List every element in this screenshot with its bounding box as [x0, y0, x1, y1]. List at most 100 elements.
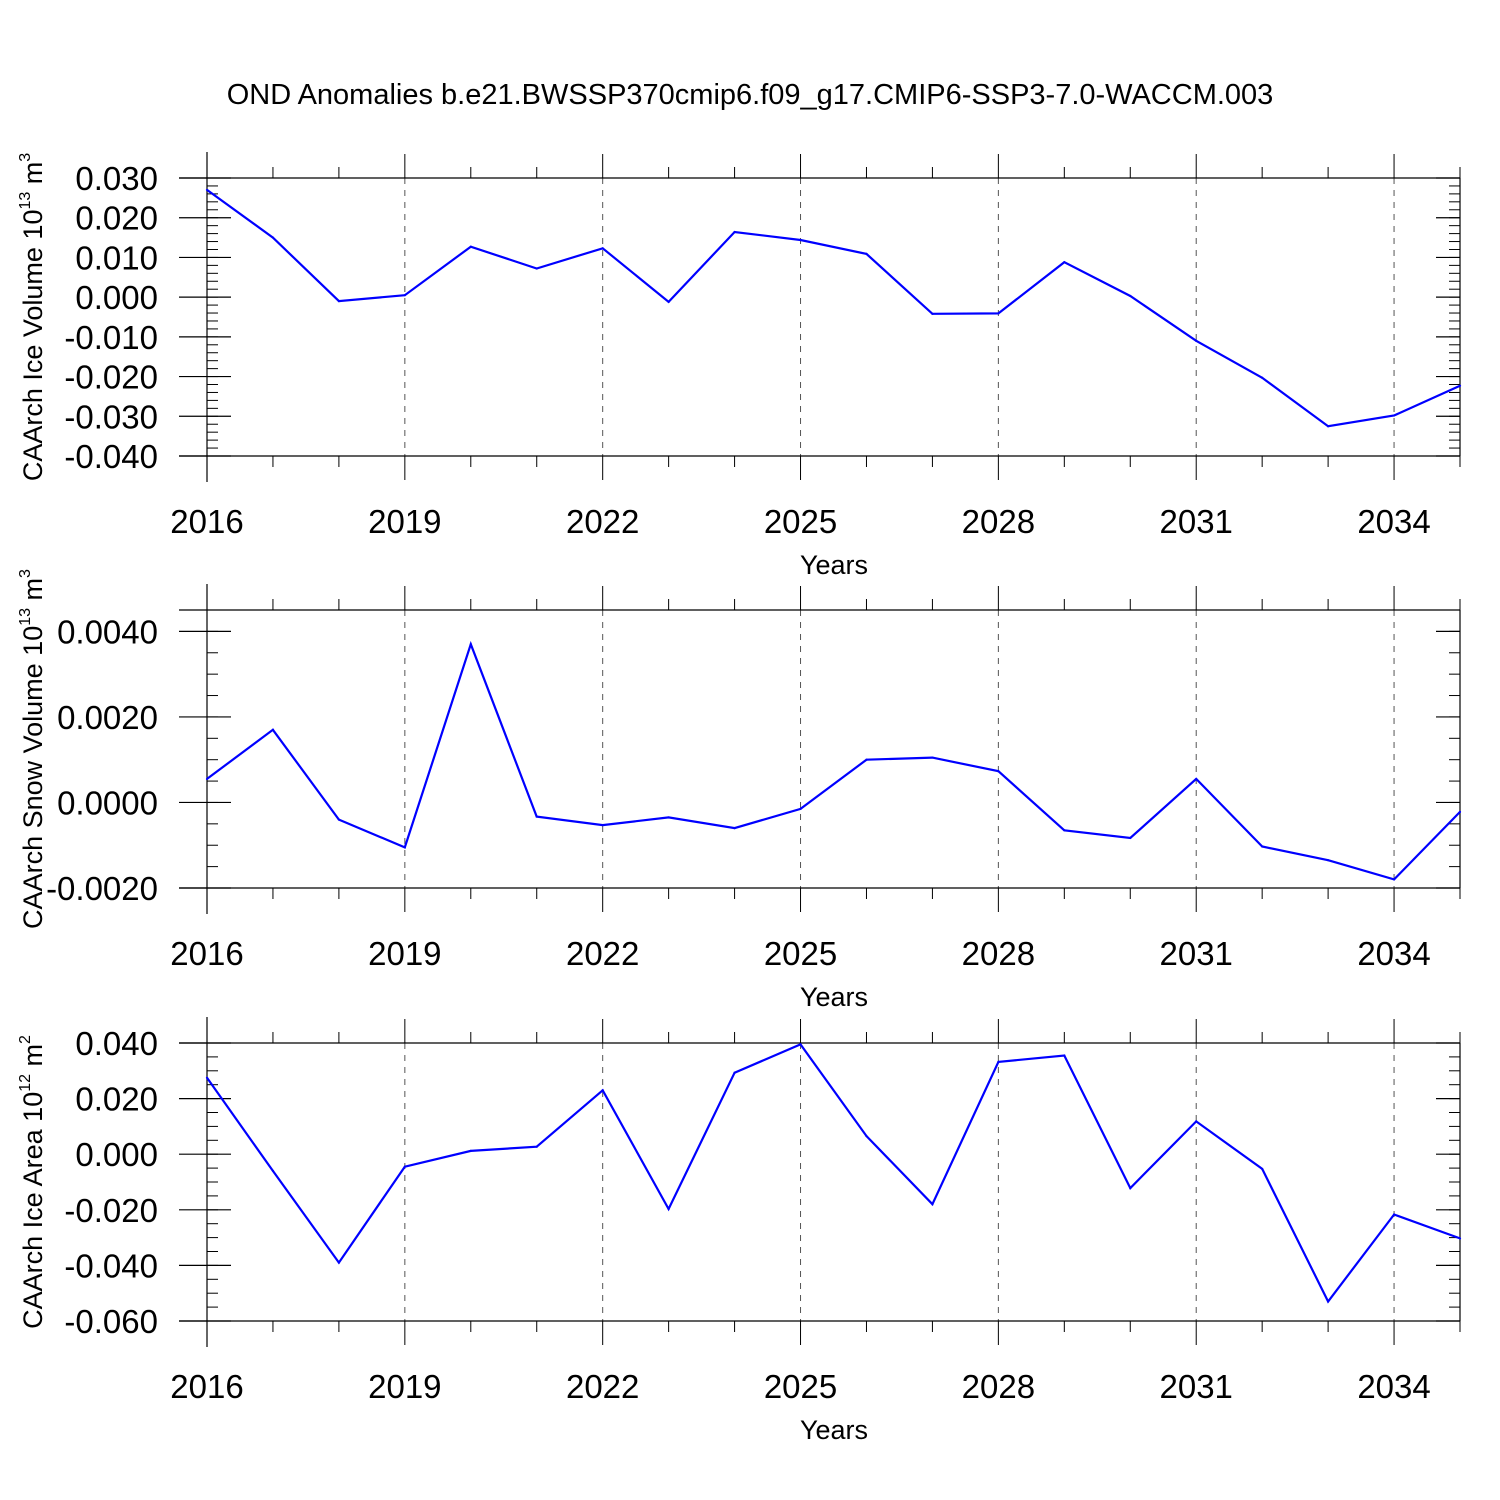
x-axis-label: Years: [800, 550, 868, 580]
x-tick-label: 2019: [368, 503, 441, 540]
x-axis-label: Years: [800, 982, 868, 1012]
data-point: [337, 818, 340, 821]
x-tick-label: 2028: [962, 1368, 1035, 1405]
x-tick-label: 2025: [764, 503, 837, 540]
y-axis-label: CAArch Ice Volume 1013 m3: [17, 153, 48, 481]
data-point: [1129, 294, 1132, 298]
data-point: [403, 294, 406, 297]
series-line: [206, 189, 1461, 428]
data-point: [535, 1145, 538, 1148]
data-point: [205, 1076, 209, 1079]
data-point: [667, 1207, 670, 1211]
data-point: [865, 1135, 868, 1138]
x-tick-label: 2025: [764, 1368, 837, 1405]
x-tick-label: 2022: [566, 1368, 639, 1405]
data-point: [271, 1169, 275, 1172]
data-point: [1458, 1237, 1462, 1240]
data-point: [1063, 829, 1066, 832]
x-tick-label: 2016: [170, 503, 243, 540]
x-tick-label: 2016: [170, 935, 243, 972]
x-tick-label: 2028: [962, 935, 1035, 972]
data-point: [1063, 261, 1066, 264]
data-point: [337, 300, 340, 303]
y-tick-label: -0.030: [64, 398, 158, 435]
data-point: [205, 188, 209, 192]
y-tick-label: -0.010: [64, 319, 158, 356]
data-point: [733, 1071, 736, 1074]
x-tick-label: 2022: [566, 935, 639, 972]
x-tick-label: 2034: [1357, 503, 1430, 540]
y-tick-label: -0.040: [64, 438, 158, 475]
data-point: [271, 236, 275, 239]
data-point: [1195, 777, 1198, 781]
y-tick-label: -0.040: [64, 1247, 158, 1284]
y-tick-label: -0.020: [64, 1192, 158, 1229]
data-point: [337, 1261, 340, 1264]
data-point: [1195, 339, 1198, 342]
series-line: [206, 640, 1461, 881]
x-axis-label: Years: [800, 1415, 868, 1445]
data-point: [1129, 836, 1132, 840]
data-point: [403, 1165, 406, 1168]
x-tick-label: 2025: [764, 935, 837, 972]
data-point: [997, 1060, 1000, 1064]
panels: 2016 2019 2022 2025 2028 2031 2034-0.040-0.030…: [17, 152, 1462, 1445]
data-point: [1063, 1054, 1066, 1057]
data-point: [799, 1043, 802, 1046]
data-point: [997, 770, 1000, 773]
y-tick-label: 0.0020: [57, 699, 158, 736]
data-point: [1327, 425, 1330, 428]
data-point: [1327, 859, 1330, 862]
data-point: [1261, 845, 1264, 848]
data-point: [469, 643, 472, 646]
x-tick-label: 2019: [368, 1368, 441, 1405]
data-point: [601, 247, 604, 250]
data-point: [535, 267, 538, 270]
x-tick-label: 2031: [1159, 935, 1232, 972]
x-tick-label: 2034: [1357, 1368, 1430, 1405]
y-axis-label: CAArch Ice Area 1012 m2: [17, 1035, 48, 1329]
data-point: [667, 816, 670, 819]
y-tick-label: 0.040: [75, 1025, 158, 1062]
series-line: [206, 1043, 1461, 1304]
panel-1: 2016 2019 2022 2025 2028 2031 2034 -0.040-0.030…: [17, 152, 1462, 580]
data-point: [403, 846, 406, 849]
data-point: [1129, 1187, 1132, 1190]
data-point: [1392, 414, 1396, 417]
data-point: [535, 815, 538, 818]
data-point: [271, 728, 275, 731]
data-point: [601, 1089, 604, 1092]
data-point: [931, 312, 934, 315]
y-tick-label: 0.0040: [57, 613, 158, 650]
x-tick-label: 2019: [368, 935, 441, 972]
x-tick-label: 2028: [962, 503, 1035, 540]
data-point: [733, 827, 736, 830]
data-point: [1261, 376, 1264, 379]
data-point: [601, 824, 604, 827]
data-point: [1195, 1120, 1198, 1123]
data-point: [799, 807, 802, 810]
x-tick-label: 2034: [1357, 935, 1430, 972]
y-axis-label: CAArch Snow Volume 1013 m3: [17, 569, 48, 929]
y-tick-label: 0.030: [75, 160, 158, 197]
y-tick-label: 0.010: [75, 239, 158, 276]
y-tick-label: 0.020: [75, 1081, 158, 1118]
data-point: [205, 777, 209, 781]
y-tick-label: -0.060: [64, 1303, 158, 1340]
y-tick-label: 0.000: [75, 1136, 158, 1173]
y-tick-label: -0.020: [64, 359, 158, 396]
data-point: [931, 756, 934, 759]
y-tick-label: 0.0000: [57, 784, 158, 821]
data-point: [1392, 878, 1396, 881]
data-point: [1392, 1213, 1396, 1216]
y-tick-label: 0.000: [75, 279, 158, 316]
data-point: [469, 1149, 472, 1152]
x-tick-label: 2016: [170, 1368, 243, 1405]
x-tick-label: 2022: [566, 503, 639, 540]
data-point: [997, 312, 1000, 315]
data-point: [865, 758, 868, 761]
data-point: [667, 300, 670, 304]
data-point: [1458, 384, 1462, 387]
y-tick-label: -0.0020: [46, 870, 158, 907]
